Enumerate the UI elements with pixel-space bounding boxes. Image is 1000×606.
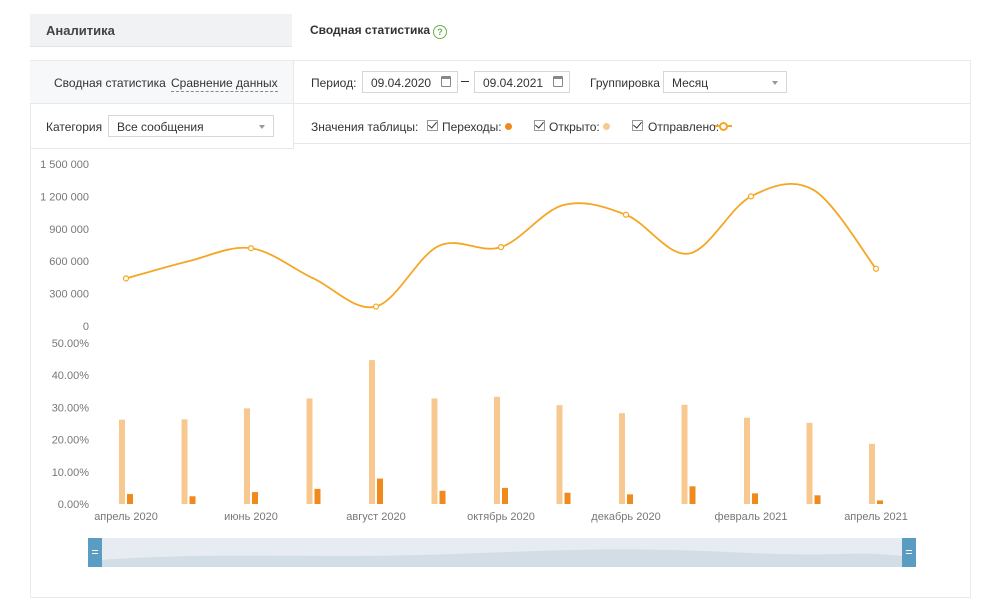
bar-opened[interactable]: [431, 398, 438, 504]
bar-y-tick-label: 50.00%: [52, 338, 90, 350]
sent-series-point[interactable]: [122, 275, 130, 282]
bar-opened[interactable]: [619, 413, 625, 504]
sidebar-title: Аналитика: [46, 23, 115, 38]
period-to-value: 09.04.2021: [483, 76, 544, 90]
sent-series-point[interactable]: [747, 193, 755, 200]
legend-clicks-label: Переходы:: [442, 120, 502, 134]
bar-x-tick-label: октябрь 2020: [467, 511, 535, 523]
bar-opened[interactable]: [681, 404, 688, 504]
period-from-input[interactable]: 09.04.2020: [362, 71, 458, 93]
table-values-label: Значения таблицы:: [311, 120, 419, 134]
checkbox-sent[interactable]: [632, 120, 643, 131]
bar-clicks[interactable]: [564, 492, 571, 504]
grouping-label: Группировка: [590, 76, 660, 90]
bar-opened[interactable]: [494, 396, 500, 504]
bar-clicks[interactable]: [689, 486, 696, 504]
bar-x-tick-label: февраль 2021: [715, 511, 788, 523]
bar-y-tick-label: 40.00%: [52, 370, 90, 382]
page-title: Сводная статистика: [310, 23, 431, 37]
category-select[interactable]: Все сообщения: [108, 115, 274, 137]
stats-panel: [30, 60, 971, 598]
bar-clicks[interactable]: [877, 500, 883, 504]
period-label: Период:: [311, 76, 357, 90]
line-y-tick-label: 900 000: [49, 224, 89, 236]
navigator-left-handle[interactable]: [88, 538, 102, 567]
bar-clicks[interactable]: [814, 495, 821, 504]
legend-sent-line-marker: [715, 121, 732, 131]
legend-opened-label: Открыто:: [549, 120, 600, 134]
bar-opened[interactable]: [369, 360, 375, 504]
category-label: Категория: [46, 120, 103, 134]
bar-chart-plot: [119, 360, 883, 504]
tab-compare[interactable]: Сравнение данных: [171, 76, 278, 92]
sidebar-header: Аналитика: [30, 14, 292, 47]
line-y-tick-label: 600 000: [49, 256, 89, 268]
calendar-icon[interactable]: [553, 76, 563, 87]
line-chart-y-axis: 1 500 000 1 200 000 900 000 600 000 300 000 0: [40, 159, 89, 333]
bar-opened[interactable]: [806, 422, 813, 504]
bar-y-tick-label: 10.00%: [52, 467, 90, 479]
bar-y-tick-label: 20.00%: [52, 435, 90, 447]
bar-clicks[interactable]: [439, 490, 446, 504]
navigator-area: [102, 549, 902, 567]
category-row: Категория Все сообщения: [30, 104, 294, 149]
grouping-select[interactable]: Месяц: [663, 71, 787, 93]
bar-clicks[interactable]: [314, 488, 321, 504]
line-y-tick-label: 0: [83, 321, 89, 333]
bar-opened[interactable]: [869, 443, 875, 504]
bar-clicks[interactable]: [377, 478, 383, 504]
legend-clicks-dot: [505, 123, 512, 130]
bar-clicks[interactable]: [252, 492, 258, 504]
line-chart-plot: [122, 182, 880, 310]
bar-x-tick-label: апрель 2020: [94, 511, 158, 523]
bar-clicks[interactable]: [752, 493, 758, 504]
tab-summary[interactable]: Сводная статистика: [54, 76, 166, 90]
sent-series-point[interactable]: [247, 245, 255, 252]
bar-opened[interactable]: [306, 398, 313, 504]
bar-x-tick-label: август 2020: [346, 511, 405, 523]
bar-opened[interactable]: [181, 419, 188, 504]
bar-clicks[interactable]: [189, 496, 196, 504]
checkbox-clicks[interactable]: [427, 120, 438, 131]
legend-opened-dot: [603, 123, 610, 130]
checkbox-opened[interactable]: [534, 120, 545, 131]
bar-opened[interactable]: [244, 408, 250, 504]
bar-clicks[interactable]: [127, 494, 133, 504]
sent-series-point[interactable]: [497, 244, 505, 251]
legend-sent-label: Отправлено:: [648, 120, 720, 134]
help-icon[interactable]: ?: [433, 25, 447, 39]
bar-opened[interactable]: [119, 419, 125, 504]
bar-clicks[interactable]: [502, 487, 508, 504]
bar-x-tick-label: апрель 2021: [844, 511, 908, 523]
chevron-down-icon: [772, 81, 778, 85]
period-separator: [461, 81, 469, 82]
bar-y-tick-label: 30.00%: [52, 402, 90, 414]
calendar-icon[interactable]: [441, 76, 451, 87]
tab-bar: Сводная статистика Сравнение данных: [30, 61, 294, 104]
bar-opened[interactable]: [556, 405, 563, 504]
navigator-right-handle[interactable]: [902, 538, 916, 567]
divider: [294, 103, 971, 104]
grouping-value: Месяц: [672, 76, 709, 90]
category-value: Все сообщения: [117, 120, 204, 134]
line-y-tick-label: 1 500 000: [40, 159, 89, 171]
line-y-tick-label: 300 000: [49, 289, 89, 301]
bar-chart-y-axis: 50.00% 40.00% 30.00% 20.00% 10.00% 0.00%: [52, 338, 90, 511]
bar-y-tick-label: 0.00%: [58, 499, 89, 511]
line-y-tick-label: 1 200 000: [40, 191, 89, 203]
period-to-input[interactable]: 09.04.2021: [474, 71, 570, 93]
range-navigator[interactable]: [88, 538, 916, 567]
sent-series-point[interactable]: [872, 265, 880, 272]
sent-series-point[interactable]: [372, 303, 380, 310]
bar-x-tick-label: декабрь 2020: [591, 511, 660, 523]
sent-series-point[interactable]: [622, 211, 630, 218]
bar-opened[interactable]: [744, 417, 750, 504]
period-from-value: 09.04.2020: [371, 76, 432, 90]
bar-x-tick-label: июнь 2020: [224, 511, 278, 523]
bar-chart-x-axis: апрель 2020 июнь 2020 август 2020 октябрь 2…: [94, 511, 908, 523]
divider: [294, 143, 971, 144]
chevron-down-icon: [259, 125, 265, 129]
bar-clicks[interactable]: [627, 494, 633, 504]
